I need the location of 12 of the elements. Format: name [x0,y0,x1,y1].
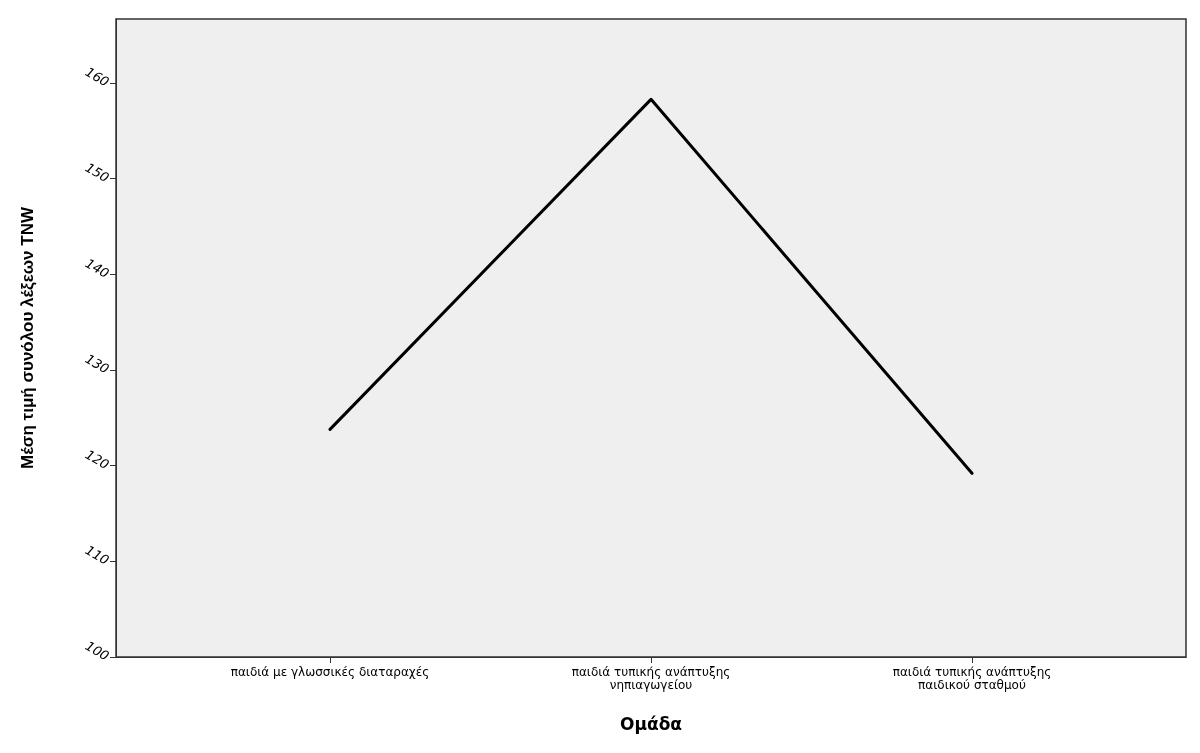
y-tick-label: 140 [82,255,112,281]
y-tick-label: 130 [82,351,112,377]
x-tick-label: παιδιά τυπικής ανάπτυξης παιδικού σταθμού [892,664,1052,692]
y-tick-label: 110 [82,542,112,568]
y-tick-label: 160 [82,64,112,90]
y-axis-title: Μέση τιμή συνόλου λέξεων TNW [18,206,37,470]
y-tick-label: 150 [82,159,112,186]
y-tick-label: 120 [82,446,112,473]
y-tick-label: 100 [82,638,112,664]
x-axis-title: Ομάδα [620,713,682,734]
x-tick-label: παιδιά με γλωσσικές διαταραχές [230,664,430,679]
x-tick-label: παιδιά τυπικής ανάπτυξης νηπιαγωγείου [571,664,731,692]
